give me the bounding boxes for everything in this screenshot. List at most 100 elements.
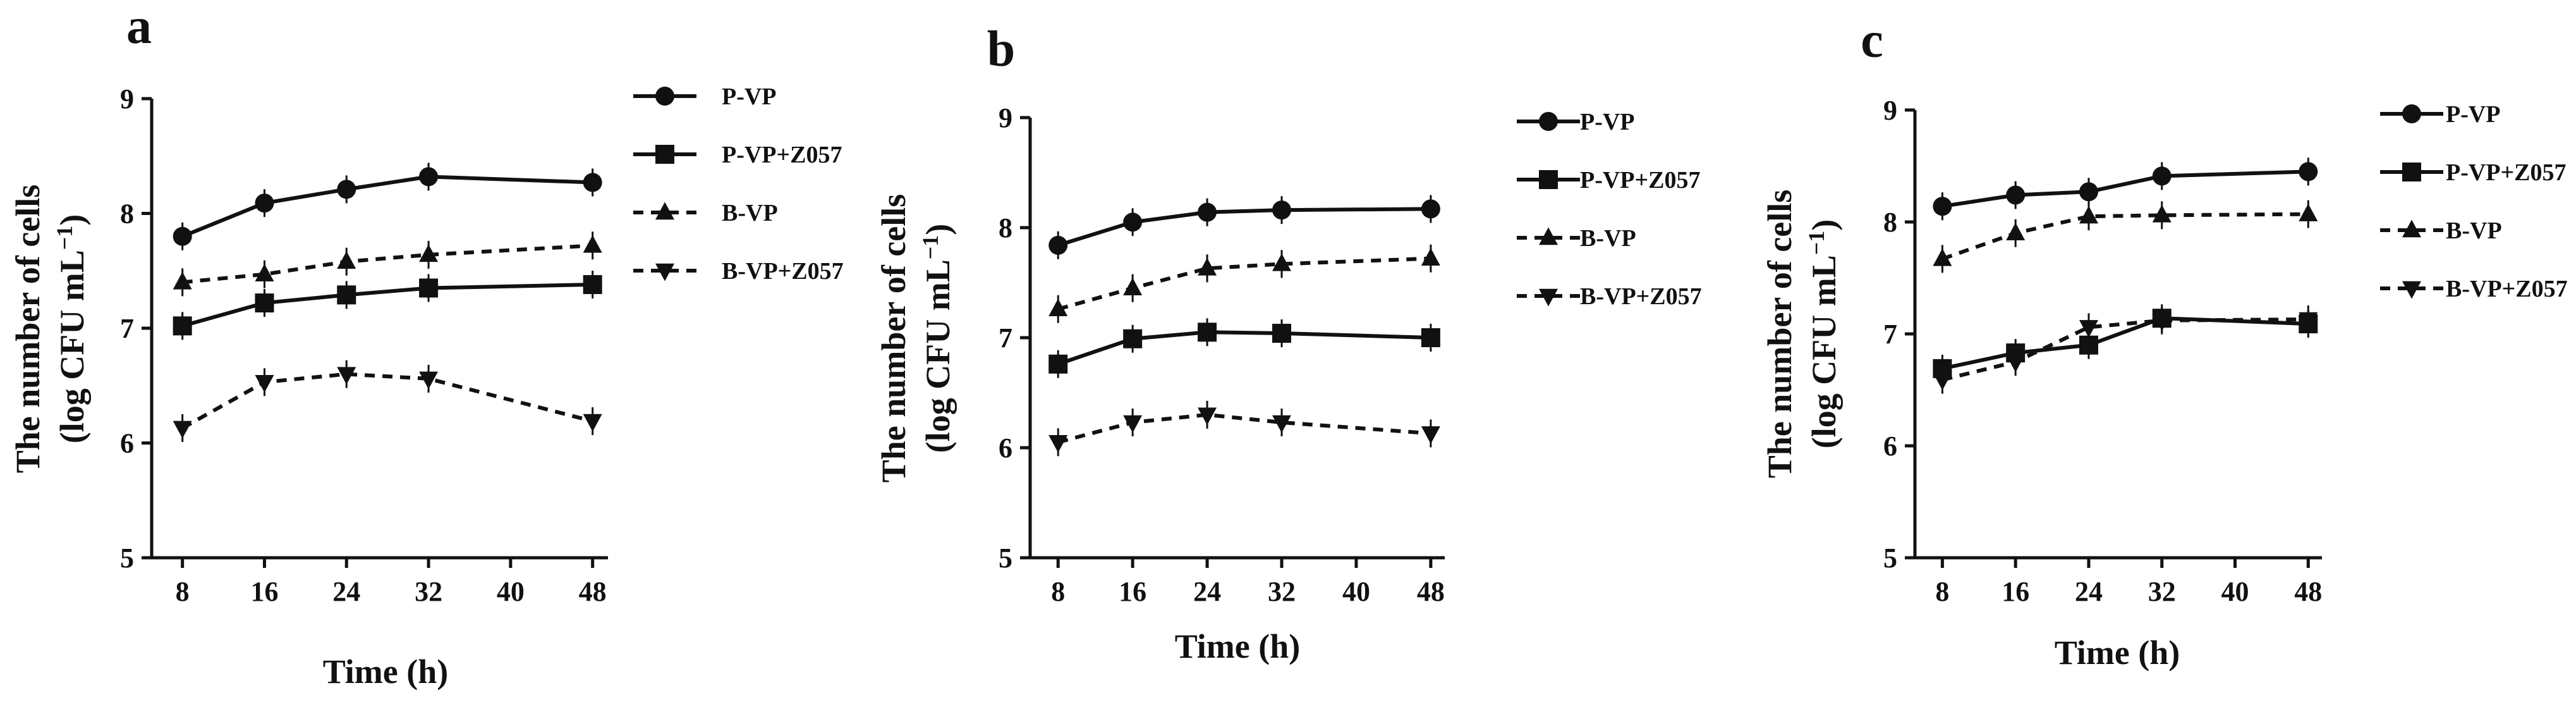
legend-item: P-VP+Z057	[2380, 159, 2567, 186]
y-tick-label: 5	[999, 543, 1012, 574]
data-point	[1198, 202, 1217, 222]
series-p-vp-z057	[1933, 304, 2318, 383]
x-tick-label: 8	[1051, 576, 1065, 607]
x-tick-label: 16	[250, 576, 278, 607]
data-point	[1933, 248, 1952, 266]
legend-label: B-VP	[1580, 225, 1636, 252]
data-point	[1123, 212, 1143, 232]
data-point	[419, 167, 439, 187]
data-point	[583, 275, 602, 295]
data-point	[255, 264, 274, 281]
data-point	[1421, 199, 1440, 219]
y-tick-label: 7	[999, 323, 1012, 354]
panel-a: a 5 6 7 8 9 8 16 24 32 40 48 Time (h) The number of c…	[9, 0, 844, 691]
x-tick-label: 40	[497, 576, 525, 607]
panel-label: b	[987, 22, 1016, 77]
y-axis-units-exponent: −1	[52, 226, 77, 250]
y-tick-label: 6	[999, 433, 1012, 464]
legend-label: P-VP	[1580, 109, 1635, 135]
series-b-vp-z057	[173, 360, 602, 442]
legend-label: B-VP	[722, 200, 778, 226]
x-tick-label: 32	[1268, 576, 1296, 607]
data-point	[2152, 204, 2172, 223]
x-axis-title: Time (h)	[323, 653, 449, 691]
series-line	[181, 175, 593, 238]
data-point	[255, 194, 274, 213]
y-tick-label: 6	[1883, 431, 1897, 462]
legend-marker	[2402, 219, 2421, 238]
series-p-vp-z057	[173, 271, 602, 340]
y-tick-label: 7	[120, 313, 134, 344]
legend-item: P-VP	[633, 83, 777, 110]
y-axis-title: The number of cells	[875, 194, 913, 483]
x-tick-label: 32	[2148, 576, 2176, 607]
data-point	[2006, 185, 2026, 205]
y-tick-label: 7	[1883, 319, 1897, 350]
y-axis-title: The number of cells	[9, 185, 47, 474]
x-tick-label: 48	[2294, 576, 2322, 607]
data-point	[419, 278, 439, 298]
legend-label: P-VP+Z057	[2446, 159, 2567, 186]
series-p-vp	[1933, 157, 2318, 221]
data-point	[1421, 328, 1440, 347]
data-point	[2006, 355, 2026, 372]
x-tick-label: 40	[1342, 576, 1370, 607]
x-tick-label: 16	[2002, 576, 2029, 607]
x-axis-title: Time (h)	[1175, 627, 1301, 665]
data-point	[2299, 162, 2318, 181]
data-point	[583, 235, 602, 253]
legend-item: B-VP+Z057	[1517, 283, 1702, 310]
data-point	[337, 180, 356, 199]
series-b-vp-z057	[1048, 400, 1440, 457]
y-axis-title-units: (log CFU mL−1)	[1804, 219, 1843, 448]
y-tick-label: 8	[999, 212, 1012, 243]
legend-marker	[2402, 281, 2421, 299]
y-tick-label: 6	[120, 428, 134, 459]
data-point	[1123, 278, 1143, 295]
data-point	[1198, 257, 1217, 276]
data-point	[419, 371, 439, 390]
x-tick-label: 48	[1417, 576, 1445, 607]
y-axis-units-close: )	[919, 224, 957, 235]
y-axis-units-exponent: −1	[1804, 231, 1829, 255]
legend-label: P-VP	[722, 83, 777, 110]
data-point	[1421, 248, 1440, 266]
x-tick-label: 24	[1193, 576, 1221, 607]
data-point	[1272, 324, 1292, 343]
x-tick-label: 48	[579, 576, 607, 607]
legend-marker	[655, 202, 674, 220]
series-line	[1057, 412, 1431, 445]
panel-label: c	[1861, 13, 1883, 68]
legend-label: P-VP	[2446, 101, 2501, 128]
legend-marker	[1539, 170, 1558, 189]
panel-label: a	[126, 0, 152, 54]
legend-item: P-VP	[1517, 109, 1635, 135]
legend-item: B-VP	[633, 200, 778, 226]
x-tick-label: 40	[2221, 576, 2249, 607]
legend-label: P-VP+Z057	[1580, 167, 1701, 194]
data-point	[583, 173, 602, 192]
data-point	[337, 367, 356, 385]
data-point	[1048, 435, 1068, 453]
data-point	[1198, 323, 1217, 342]
series-line	[182, 243, 593, 285]
y-axis-units-main: (log CFU mL	[53, 250, 91, 443]
data-point	[2299, 204, 2318, 221]
data-point	[1123, 329, 1143, 348]
y-tick-label: 9	[120, 83, 134, 114]
data-point	[1048, 235, 1068, 255]
data-point	[1048, 354, 1068, 374]
legend-label: P-VP+Z057	[722, 142, 842, 168]
y-tick-label: 9	[999, 102, 1012, 133]
y-axis-units-main: (log CFU mL	[1805, 255, 1843, 448]
series-line	[181, 372, 593, 430]
series-b-vp-z057	[1933, 305, 2318, 394]
legend-marker	[655, 263, 674, 281]
data-point	[255, 375, 274, 393]
y-tick-label: 8	[120, 199, 134, 230]
y-tick-label: 5	[120, 543, 134, 574]
data-point	[1272, 415, 1292, 433]
data-point	[1272, 253, 1292, 271]
y-axis-units-close: )	[1805, 219, 1843, 231]
